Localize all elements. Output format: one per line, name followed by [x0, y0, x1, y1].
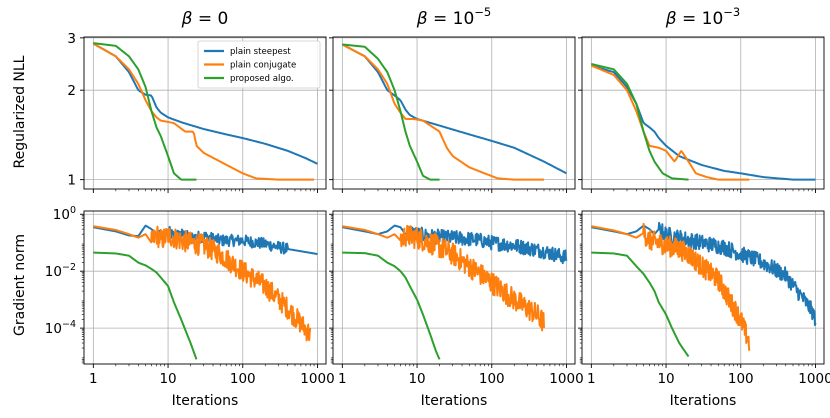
panel-bottom-1: 1 10 100 1000 Iterations: [329, 210, 584, 409]
panels: 1 2 3 β = 0 plain steepest plain conjugate pro…: [45, 5, 830, 409]
series-line-plain-conjugate: [341, 43, 544, 181]
axes-frame: [581, 210, 825, 365]
series-line-plain-steepest: [590, 221, 817, 327]
y-tick-label: 10−4: [45, 319, 76, 337]
x-tick-label: 1000: [300, 371, 334, 387]
series-line-plain-steepest: [341, 224, 568, 265]
x-tick-label: 1000: [549, 371, 583, 387]
series-line-proposed-algo: [92, 42, 197, 181]
series-line-proposed-algo: [341, 43, 440, 181]
x-tick-label: 100: [728, 371, 754, 387]
series-line-plain-conjugate: [92, 225, 312, 342]
x-tick-label: 1: [338, 371, 347, 387]
axes-frame: [332, 210, 576, 365]
series-line-plain-conjugate: [341, 224, 545, 332]
panel-title: β = 0: [181, 9, 229, 29]
x-tick-label: 10: [159, 371, 176, 387]
axes-frame: [581, 36, 825, 190]
axes-frame: [332, 36, 576, 190]
x-axis-label: Iterations: [421, 393, 488, 409]
series-line-plain-steepest: [591, 64, 816, 181]
x-axis-label: Iterations: [670, 393, 737, 409]
legend-label: plain steepest: [230, 47, 291, 57]
series-line-proposed-algo: [92, 251, 198, 360]
y-tick-label: 3: [67, 31, 76, 47]
y-tick-label: 1: [67, 173, 76, 189]
series-line-proposed-algo: [590, 251, 690, 358]
panel-top-1: β = 10−5: [329, 5, 576, 193]
x-tick-label: 1: [89, 371, 98, 387]
panel-top-0: 1 2 3 β = 0 plain steepest plain conjugate pro…: [67, 9, 327, 193]
series-line-proposed-algo: [590, 63, 689, 181]
series-line-plain-conjugate: [590, 222, 751, 351]
panel-bottom-0: 1 10 100 1000 100 10−2 10−4 Iterations: [45, 205, 335, 409]
y-tick-label: 100: [53, 205, 76, 223]
legend: plain steepest plain conjugate proposed al…: [197, 40, 321, 89]
series-line-plain-steepest: [341, 43, 567, 175]
series-line-plain-conjugate: [590, 64, 750, 181]
y-tick-label: 2: [67, 83, 76, 99]
x-tick-label: 1: [587, 371, 596, 387]
axes-frame: [83, 36, 327, 190]
x-axis-label: Iterations: [172, 393, 239, 409]
panel-title: β = 10−5: [416, 5, 492, 29]
x-tick-label: 100: [479, 371, 505, 387]
x-tick-label: 10: [408, 371, 425, 387]
series-line-plain-steepest: [92, 42, 318, 165]
panel-top-2: β = 10−3: [578, 5, 825, 193]
top-row-ylabel: Regularized NLL: [12, 55, 28, 168]
x-tick-label: 1000: [798, 371, 830, 387]
axes-frame: [83, 210, 327, 365]
legend-label: proposed algo.: [230, 74, 294, 84]
legend-label: plain conjugate: [230, 61, 296, 71]
y-tick-label: 10−2: [45, 262, 76, 280]
x-tick-label: 10: [657, 371, 674, 387]
series-line-plain-conjugate: [92, 42, 315, 181]
panel-bottom-2: 1 10 100 1000 Iterations: [578, 210, 830, 409]
panel-title: β = 10−3: [665, 5, 741, 29]
series-line-proposed-algo: [341, 251, 441, 360]
x-tick-label: 100: [230, 371, 256, 387]
legend-box: [197, 40, 321, 89]
bottom-row-ylabel: Gradient norm: [12, 234, 28, 336]
